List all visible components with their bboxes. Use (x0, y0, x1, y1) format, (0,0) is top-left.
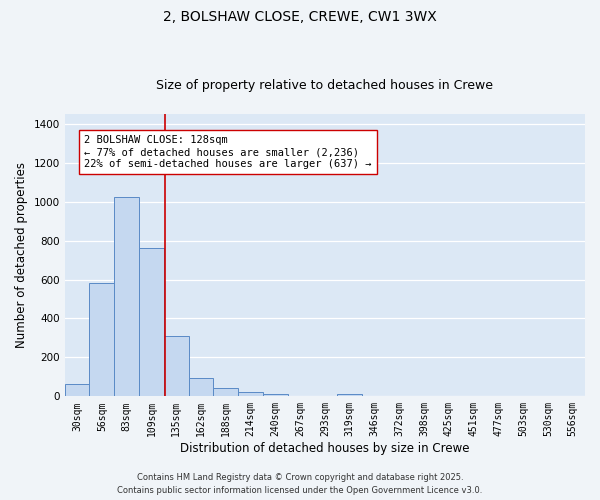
Bar (164, 336, 188, 396)
Bar (65, 384, 89, 396)
Bar (188, 378, 214, 396)
Text: 2, BOLSHAW CLOSE, CREWE, CW1 3WX: 2, BOLSHAW CLOSE, CREWE, CW1 3WX (163, 10, 437, 24)
Text: 2 BOLSHAW CLOSE: 128sqm
← 77% of detached houses are smaller (2,236)
22% of semi: 2 BOLSHAW CLOSE: 128sqm ← 77% of detache… (85, 136, 372, 168)
X-axis label: Distribution of detached houses by size in Crewe: Distribution of detached houses by size … (180, 442, 470, 455)
Bar (139, 248, 164, 396)
Bar (114, 197, 139, 396)
Bar (89, 284, 114, 397)
Text: Contains HM Land Registry data © Crown copyright and database right 2025.
Contai: Contains HM Land Registry data © Crown c… (118, 474, 482, 495)
Bar (263, 394, 287, 396)
Bar (337, 394, 362, 396)
Bar (238, 392, 263, 396)
Bar (214, 388, 238, 396)
Title: Size of property relative to detached houses in Crewe: Size of property relative to detached ho… (157, 79, 493, 92)
Y-axis label: Number of detached properties: Number of detached properties (15, 162, 28, 348)
